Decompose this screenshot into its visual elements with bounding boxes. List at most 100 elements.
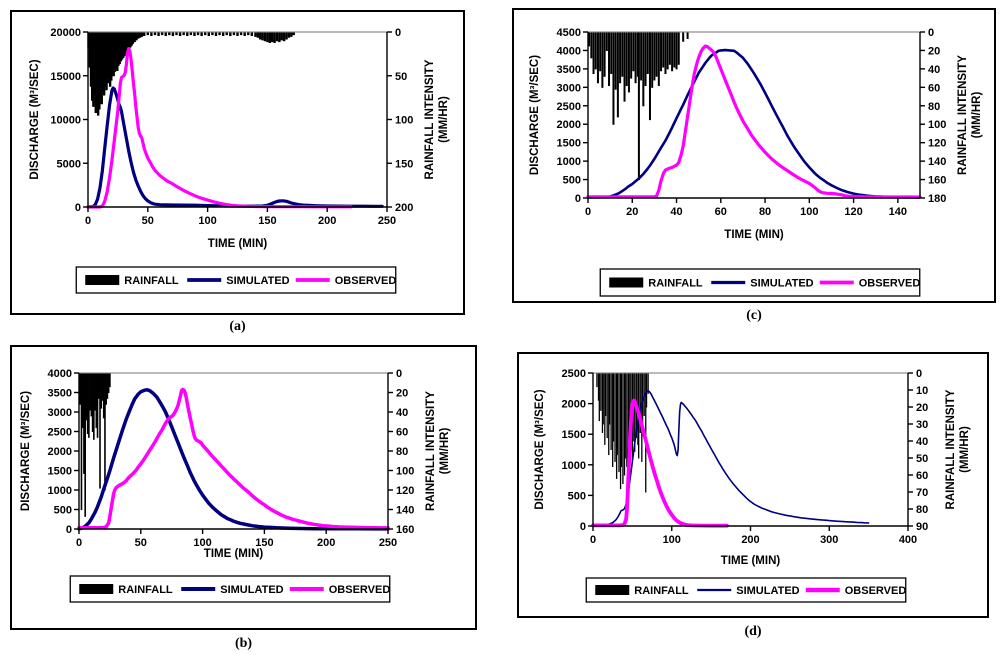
- y-right-tick-label: 100: [928, 119, 946, 131]
- rainfall-bar: [657, 32, 660, 86]
- rainfall-bar: [594, 32, 597, 70]
- rainfall-bar: [225, 32, 228, 36]
- rainfall-bar: [135, 32, 138, 41]
- legend: RAINFALL SIMULATED OBSERVED: [585, 577, 907, 603]
- y-right-tick-label: 50: [916, 453, 928, 465]
- rainfall-bar: [138, 32, 142, 38]
- rainfall-bar: [104, 373, 106, 491]
- y-left-tick-label: 2500: [562, 368, 586, 380]
- y-right-tick-label: 80: [396, 446, 408, 458]
- observed-line: [77, 387, 390, 530]
- rainfall-bar: [95, 373, 98, 429]
- rainfall-bar: [137, 32, 140, 39]
- x-tick-label: 150: [258, 215, 276, 227]
- y-left-tick-label: 500: [563, 175, 581, 187]
- rainfall-bar: [592, 32, 595, 74]
- chart-panel-d: 0 500 1000 1500 2000 2500 0 100 200 300 400 0 10 20 30…: [517, 352, 989, 618]
- legend-label: OBSERVED: [335, 275, 397, 287]
- x-tick-label: 250: [379, 537, 397, 549]
- rainfall-bar: [653, 32, 656, 81]
- rainfall-bar: [614, 32, 617, 90]
- y-left-tick-label: 3000: [48, 407, 72, 419]
- y-right-tick-label: 200: [395, 202, 413, 214]
- rainfall-bar: [160, 32, 164, 36]
- x-tick-label: 80: [759, 206, 771, 218]
- rainfall-bar: [634, 32, 637, 84]
- y-right-ticks: 0 50 100 150 200: [387, 27, 413, 214]
- y-right-tick-label: 70: [916, 487, 928, 499]
- y-right-tick-label: 120: [928, 138, 946, 150]
- y-left-tick-label: 3000: [557, 82, 581, 94]
- rainfall-bar: [207, 32, 210, 36]
- y-right-axis-title: RAINFALL INTENSITY: [945, 389, 957, 509]
- rainfall-bar: [189, 32, 193, 36]
- y-left-tick-label: 1500: [48, 466, 72, 478]
- rainfall-bar: [93, 373, 95, 440]
- rainfall-bar: [131, 32, 135, 44]
- y-left-tick-label: 15000: [50, 71, 81, 83]
- rainfall-bar: [292, 32, 295, 36]
- y-right-tick-label: 120: [396, 485, 414, 497]
- rainfall-bar: [256, 32, 260, 38]
- observed-line: [591, 398, 729, 528]
- legend-label: OBSERVED: [845, 585, 907, 597]
- rainfall-bar: [619, 32, 622, 84]
- rainfall-bar: [100, 373, 103, 409]
- legend-label: RAINFALL: [634, 585, 689, 597]
- rainfall-bar: [150, 32, 153, 36]
- rainfall-bars-series: [596, 373, 649, 493]
- x-tick-label: 250: [378, 215, 396, 227]
- simulated-line: [86, 86, 384, 209]
- x-tick-label: 400: [899, 534, 917, 546]
- legend-label: RAINFALL: [118, 584, 173, 596]
- y-left-tick-label: 20000: [50, 27, 81, 39]
- y-left-tick-label: 2000: [48, 446, 72, 458]
- rainfall-bar: [662, 32, 665, 68]
- rainfall-bar: [664, 32, 667, 74]
- rainfall-bar: [618, 373, 620, 473]
- rainfall-bar: [273, 32, 276, 43]
- legend: RAINFALL SIMULATED OBSERVED: [75, 266, 397, 294]
- x-tick-label: 100: [800, 206, 818, 218]
- rainfall-bar: [610, 373, 612, 450]
- y-left-tick-label: 4000: [48, 368, 72, 380]
- x-ticks: 0 50 100 150 200 250: [85, 207, 396, 227]
- legend-item-rainfall: RAINFALL: [79, 584, 173, 596]
- y-right-tick-label: 140: [928, 156, 946, 168]
- legend-item-simulated: SIMULATED: [711, 278, 814, 290]
- rainfall-bar: [675, 32, 678, 70]
- rainfall-bar: [107, 373, 110, 393]
- rainfall-bar: [261, 32, 264, 41]
- caption-d: (d): [744, 624, 762, 639]
- legend-label: OBSERVED: [859, 278, 921, 290]
- legend-item-observed: OBSERVED: [295, 275, 397, 287]
- legend-item-simulated: SIMULATED: [697, 585, 800, 597]
- y-left-tick-label: 1500: [557, 138, 581, 150]
- rainfall-swatch: [595, 585, 630, 595]
- y-right-axis-title-units: (MM/HR): [438, 96, 450, 143]
- y-right-tick-label: 10: [916, 385, 928, 397]
- rainfall-bar: [268, 32, 271, 43]
- y-left-tick-label: 3500: [48, 388, 72, 400]
- y-left-tick-label: 1000: [562, 460, 586, 472]
- y-right-tick-label: 20: [928, 45, 940, 57]
- rainfall-bar: [636, 32, 639, 77]
- legend-label: SIMULATED: [736, 585, 799, 597]
- y-right-tick-label: 140: [396, 505, 414, 517]
- rainfall-bar: [196, 32, 200, 36]
- rainfall-bar: [106, 373, 109, 399]
- rainfall-bar: [612, 373, 615, 442]
- rainfall-bar: [81, 373, 84, 429]
- rainfall-bar: [642, 32, 645, 107]
- rainfall-bar: [686, 32, 689, 39]
- caption-c: (c): [746, 308, 762, 323]
- y-right-ticks: 0 20 40 60 80 100 120 140 160: [388, 368, 414, 536]
- y-right-tick-label: 40: [396, 407, 408, 419]
- y-right-tick-label: 20: [916, 402, 928, 414]
- legend-box: [585, 577, 907, 603]
- x-ticks: 0 50 100 150 200 250: [76, 529, 397, 549]
- rainfall-bar: [623, 32, 626, 102]
- x-tick-label: 100: [193, 537, 211, 549]
- y-left-tick-label: 500: [568, 490, 586, 502]
- y-right-ticks: 0 10 20 30 40 50 60 70 80 90: [908, 368, 928, 533]
